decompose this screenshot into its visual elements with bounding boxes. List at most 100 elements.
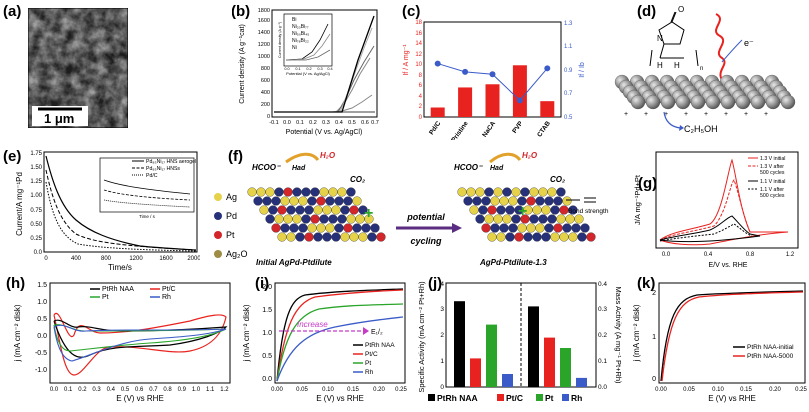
plot-e: 0.0 0.25 0.50 0.75 1.00 1.25 1.50 1.75 0… [15,151,200,272]
positive-charge: + [744,111,748,118]
k-xtick: 0.20 [769,387,781,393]
f-atom [364,214,374,224]
f-atom [535,223,545,233]
b-ytick: 1800 [258,8,270,14]
f-atom [457,187,467,197]
c-ytick-left: 10 [415,62,422,68]
g-xtick: 0.4 [704,252,713,258]
c-category-label: Pristine [450,120,470,140]
k-xtick: 0.05 [683,387,695,393]
panel-d: (d) O N H H n e⁻ C₂H₅OH + + + + + + + [604,0,809,140]
g-curve-1-1v-initial [659,215,761,243]
f-had-left: Had [292,165,306,172]
k-ytick: 2 [652,290,656,297]
b-ytick: 0 [267,114,270,120]
f-arrow-top: potential [406,212,445,222]
f-atom [547,214,557,224]
e-ytick: 0.0 [34,250,43,256]
f-atom [256,187,266,197]
schematic-d: O N H H n e⁻ C₂H₅OH + + + + + + + + [614,5,796,134]
f-atom [544,196,554,206]
f-plus-icon: + [518,203,527,220]
e-ytick: 1.25 [30,179,42,185]
f-atom [325,196,335,206]
j-legend-item: PtRh NAA [437,393,478,403]
e-inset-xlabel: Time / s [139,214,156,219]
b-xtick: 0.5 [348,120,356,126]
metal-atom [705,94,721,110]
d-n: n [700,66,703,72]
f-atom [346,187,356,197]
f-atom [499,196,509,206]
f-bond-legend [566,197,596,203]
k-ytick: 0 [652,376,656,383]
i-legend-item: Pt [365,360,371,367]
e-curve-pdc [45,181,197,252]
e-ytick: 0.25 [30,236,42,242]
b-xlabel: Potential (V vs. Ag/AgCl) [286,129,363,136]
f-atom [247,187,257,197]
b-xtick: 0.6 [361,120,369,126]
f-atom [565,214,575,224]
metal-atom [780,94,796,110]
k-ylabel: j (mA cm⁻² disk) [632,304,641,362]
h-ytick: 0.5 [37,316,47,323]
product-arrow [663,111,681,129]
g-curve-1-3v-after [659,179,751,241]
f-atom [361,223,371,233]
j-bar-specific [486,324,497,387]
i-curve-pt [276,303,404,382]
b-xtick: 0.4 [335,120,343,126]
f-atom [301,214,311,224]
k-xtick: 0.25 [795,387,807,393]
metal-atom [630,94,646,110]
f-atom [571,223,581,233]
c-ratio-point [462,68,469,75]
surface-charges: + + + + + + + + [624,111,768,118]
i-curve-ptrh [276,288,404,382]
f-atom [289,223,299,233]
panel-g-label: (g) [638,175,658,192]
f-atom [343,223,353,233]
i-xtick: 0.05 [296,387,308,393]
g-legend-item: 1.3 V initial [760,156,785,162]
h-xtick: 0.6 [135,387,144,393]
k-curve-initial [660,290,804,382]
f-atom [517,223,527,233]
d-product: C₂H₅OH [684,124,718,134]
panel-i-label: (i) [255,275,270,292]
h-xtick: 0.0 [50,387,59,393]
f-atom [508,196,518,206]
j-ytick-left: 2 [440,332,444,339]
f-atom [331,205,341,215]
k-legend-item: PtRh NAA-5000 [747,353,794,360]
panel-a: (a) 1 μm [0,0,128,140]
c-ytick-left: 8 [419,73,423,79]
f-caption-left: Initial AgPd-Ptdilute [256,258,332,267]
j-bar-specific [502,374,513,387]
c-ytick-left: 0 [419,115,423,121]
f-arrow-bottom: cycling [410,236,442,246]
i-ytick: 0.5 [262,353,272,360]
f-atom [496,205,506,215]
b-legend-item: Ni [292,45,297,51]
h-curve-ptc [53,312,227,376]
b-ytick: 1200 [258,42,270,48]
e-xtick: 1600 [159,256,173,262]
f-atom [286,232,296,242]
i-ytick: 2.0 [262,284,272,291]
h-legend-item: Rh [162,294,171,301]
b-inset-xtick: 0.3 [317,67,322,71]
j-ytick-left: 3 [440,306,444,313]
f-atom [262,196,272,206]
d-atom-o: O [678,5,684,14]
f-atom [574,214,584,224]
f-atom [352,196,362,206]
g-xtick: 0.0 [662,252,671,258]
f-atom [310,214,320,224]
e-ytick: 1.50 [30,165,42,171]
f-legend-ag2o: Ag₂O [226,249,248,259]
h-ytick: 1.5 [37,282,47,289]
f-atom [517,196,527,206]
f-atom [469,205,479,215]
